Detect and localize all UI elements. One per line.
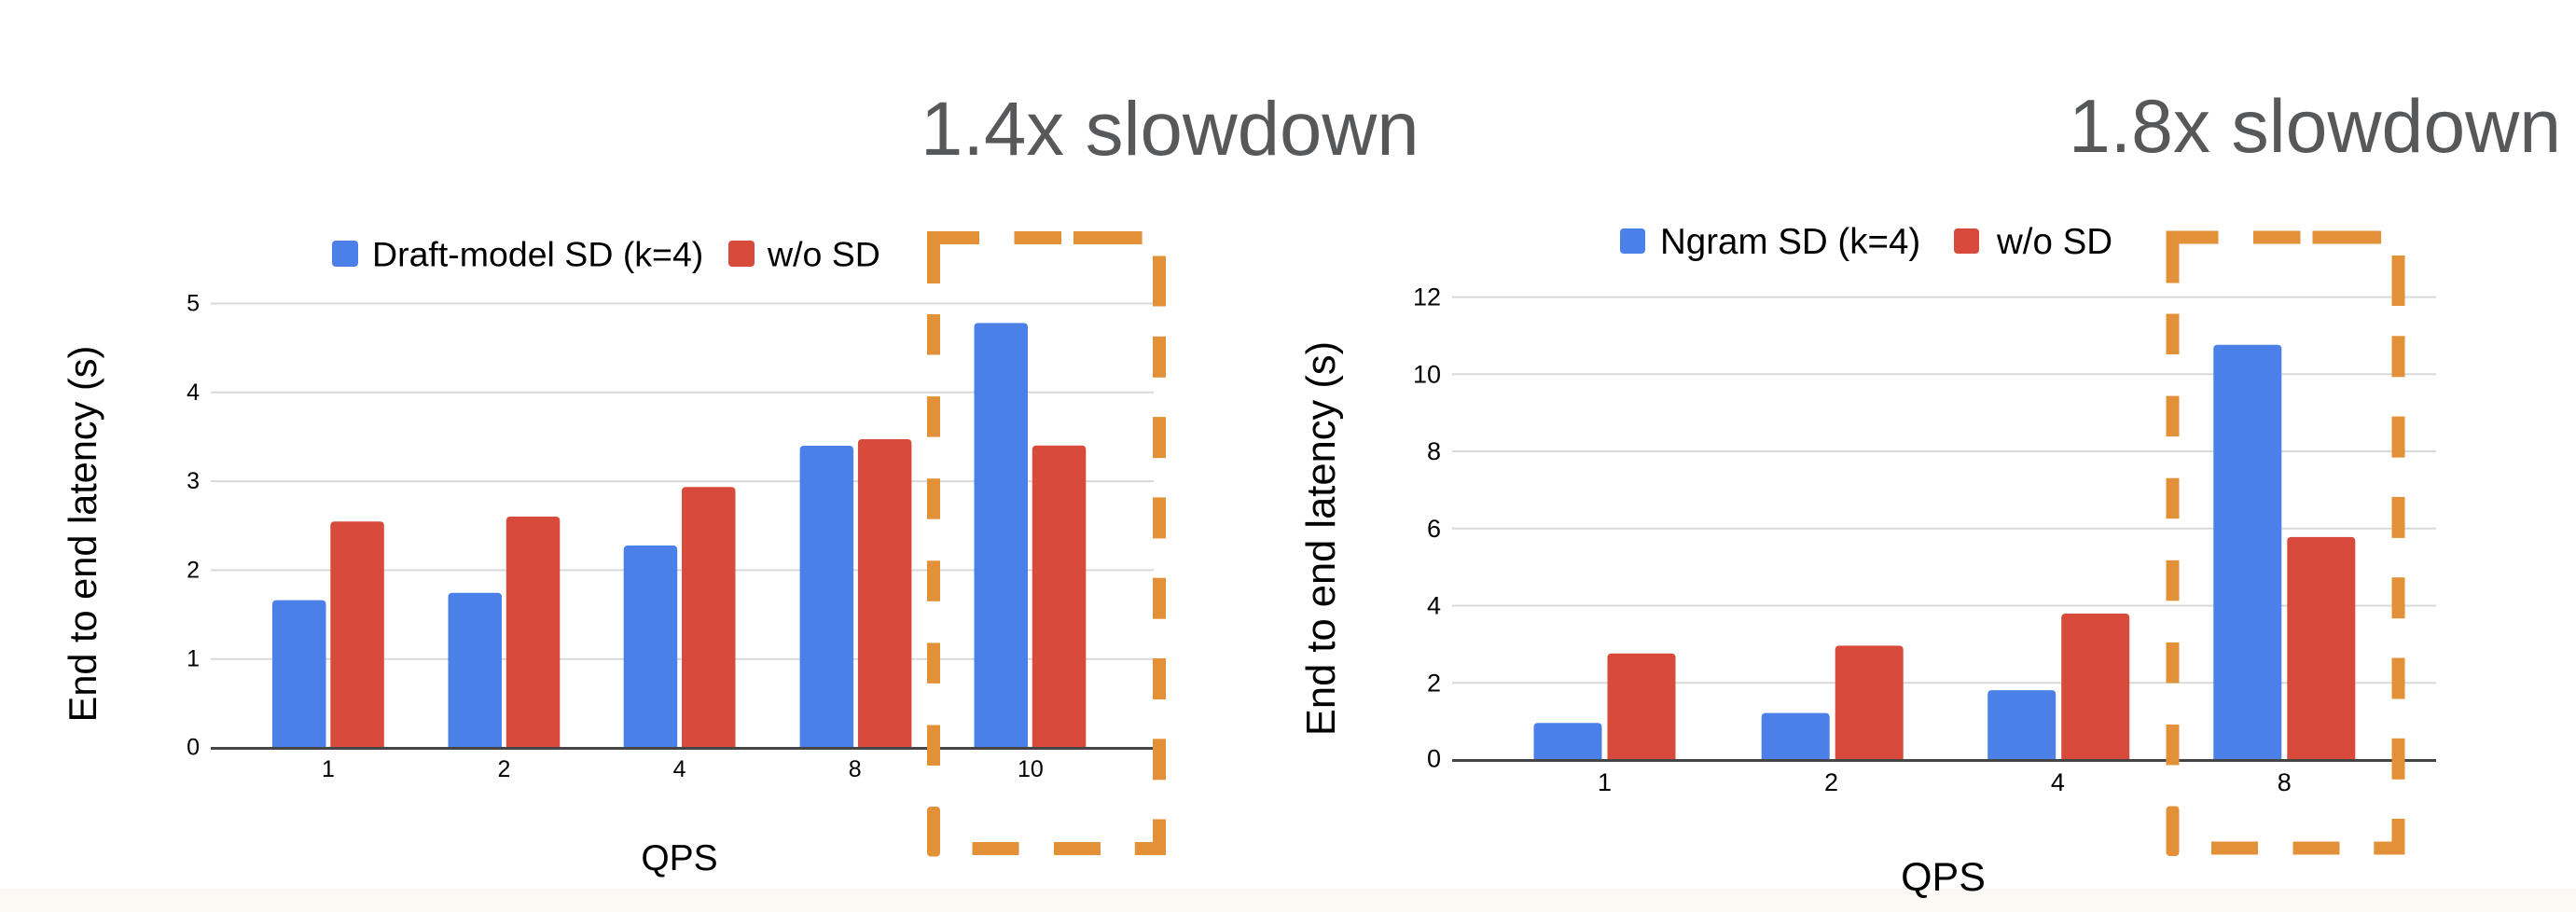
- svg-text:0: 0: [187, 735, 200, 761]
- svg-text:12: 12: [1413, 283, 1441, 311]
- svg-text:4: 4: [2051, 768, 2065, 796]
- svg-text:1: 1: [322, 756, 335, 782]
- svg-text:QPS: QPS: [1901, 855, 1986, 900]
- svg-text:2: 2: [1824, 768, 1838, 796]
- svg-text:0: 0: [1427, 744, 1441, 772]
- svg-text:1: 1: [1598, 768, 1612, 796]
- svg-text:4: 4: [673, 756, 686, 782]
- svg-text:5: 5: [187, 291, 200, 317]
- svg-text:8: 8: [2278, 768, 2292, 796]
- svg-text:Ngram SD (k=4): Ngram SD (k=4): [1660, 222, 1920, 262]
- svg-text:1.8x slowdown: 1.8x slowdown: [2069, 85, 2561, 169]
- svg-text:4: 4: [187, 380, 200, 406]
- svg-text:w/o SD: w/o SD: [767, 235, 880, 274]
- svg-text:6: 6: [1427, 515, 1441, 543]
- svg-text:10: 10: [1413, 360, 1441, 388]
- svg-text:3: 3: [187, 468, 200, 494]
- svg-text:1: 1: [187, 646, 200, 672]
- svg-text:End to end latency (s): End to end latency (s): [61, 346, 104, 723]
- svg-text:2: 2: [187, 557, 200, 583]
- svg-text:2: 2: [1427, 669, 1441, 697]
- svg-text:End to end latency (s): End to end latency (s): [1299, 341, 1344, 736]
- svg-text:1.4x slowdown: 1.4x slowdown: [921, 87, 1420, 172]
- svg-text:8: 8: [849, 756, 862, 782]
- svg-text:Draft-model SD (k=4): Draft-model SD (k=4): [372, 235, 703, 274]
- svg-text:w/o SD: w/o SD: [1996, 222, 2112, 262]
- svg-text:QPS: QPS: [641, 838, 717, 878]
- svg-text:4: 4: [1427, 592, 1441, 620]
- svg-text:2: 2: [497, 756, 510, 782]
- svg-text:10: 10: [1018, 756, 1044, 782]
- svg-text:8: 8: [1427, 437, 1441, 465]
